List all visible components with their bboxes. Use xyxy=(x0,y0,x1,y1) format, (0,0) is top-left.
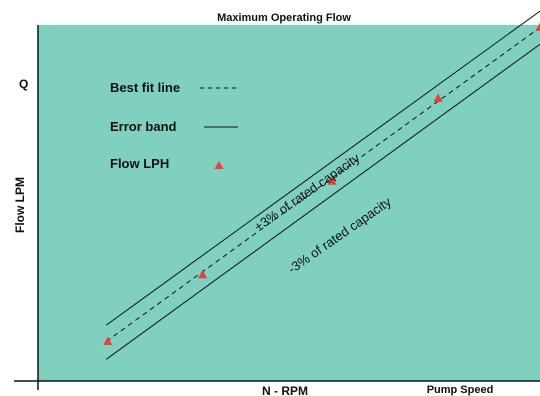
series-layer xyxy=(103,10,540,360)
plot-area xyxy=(38,25,540,381)
flow-data-point-2 xyxy=(198,269,208,279)
lower-error-band-line xyxy=(105,43,540,360)
x-axis-note: Pump Speed xyxy=(427,384,494,396)
upper-error-band-line xyxy=(105,10,540,326)
flow-data-point-3 xyxy=(327,176,337,185)
flow-data-point-4 xyxy=(433,93,443,102)
chart-title: Maximum Operating Flow xyxy=(217,12,351,24)
flow-data-point-5 xyxy=(535,22,540,31)
x-axis-label: N - RPM xyxy=(262,384,308,396)
y-axis-label: Flow LPM xyxy=(13,177,27,233)
legend-label-best-fit: Best fit line xyxy=(110,80,180,95)
legend-label-flow: Flow LPH xyxy=(110,156,169,171)
legend: Best fit line Error band Flow LPH xyxy=(110,80,240,171)
y-tick-label: Q xyxy=(19,77,28,91)
legend-swatch-flow-marker xyxy=(214,161,224,169)
legend-label-error-band: Error band xyxy=(110,119,177,134)
flow-data-point-1 xyxy=(103,336,113,345)
